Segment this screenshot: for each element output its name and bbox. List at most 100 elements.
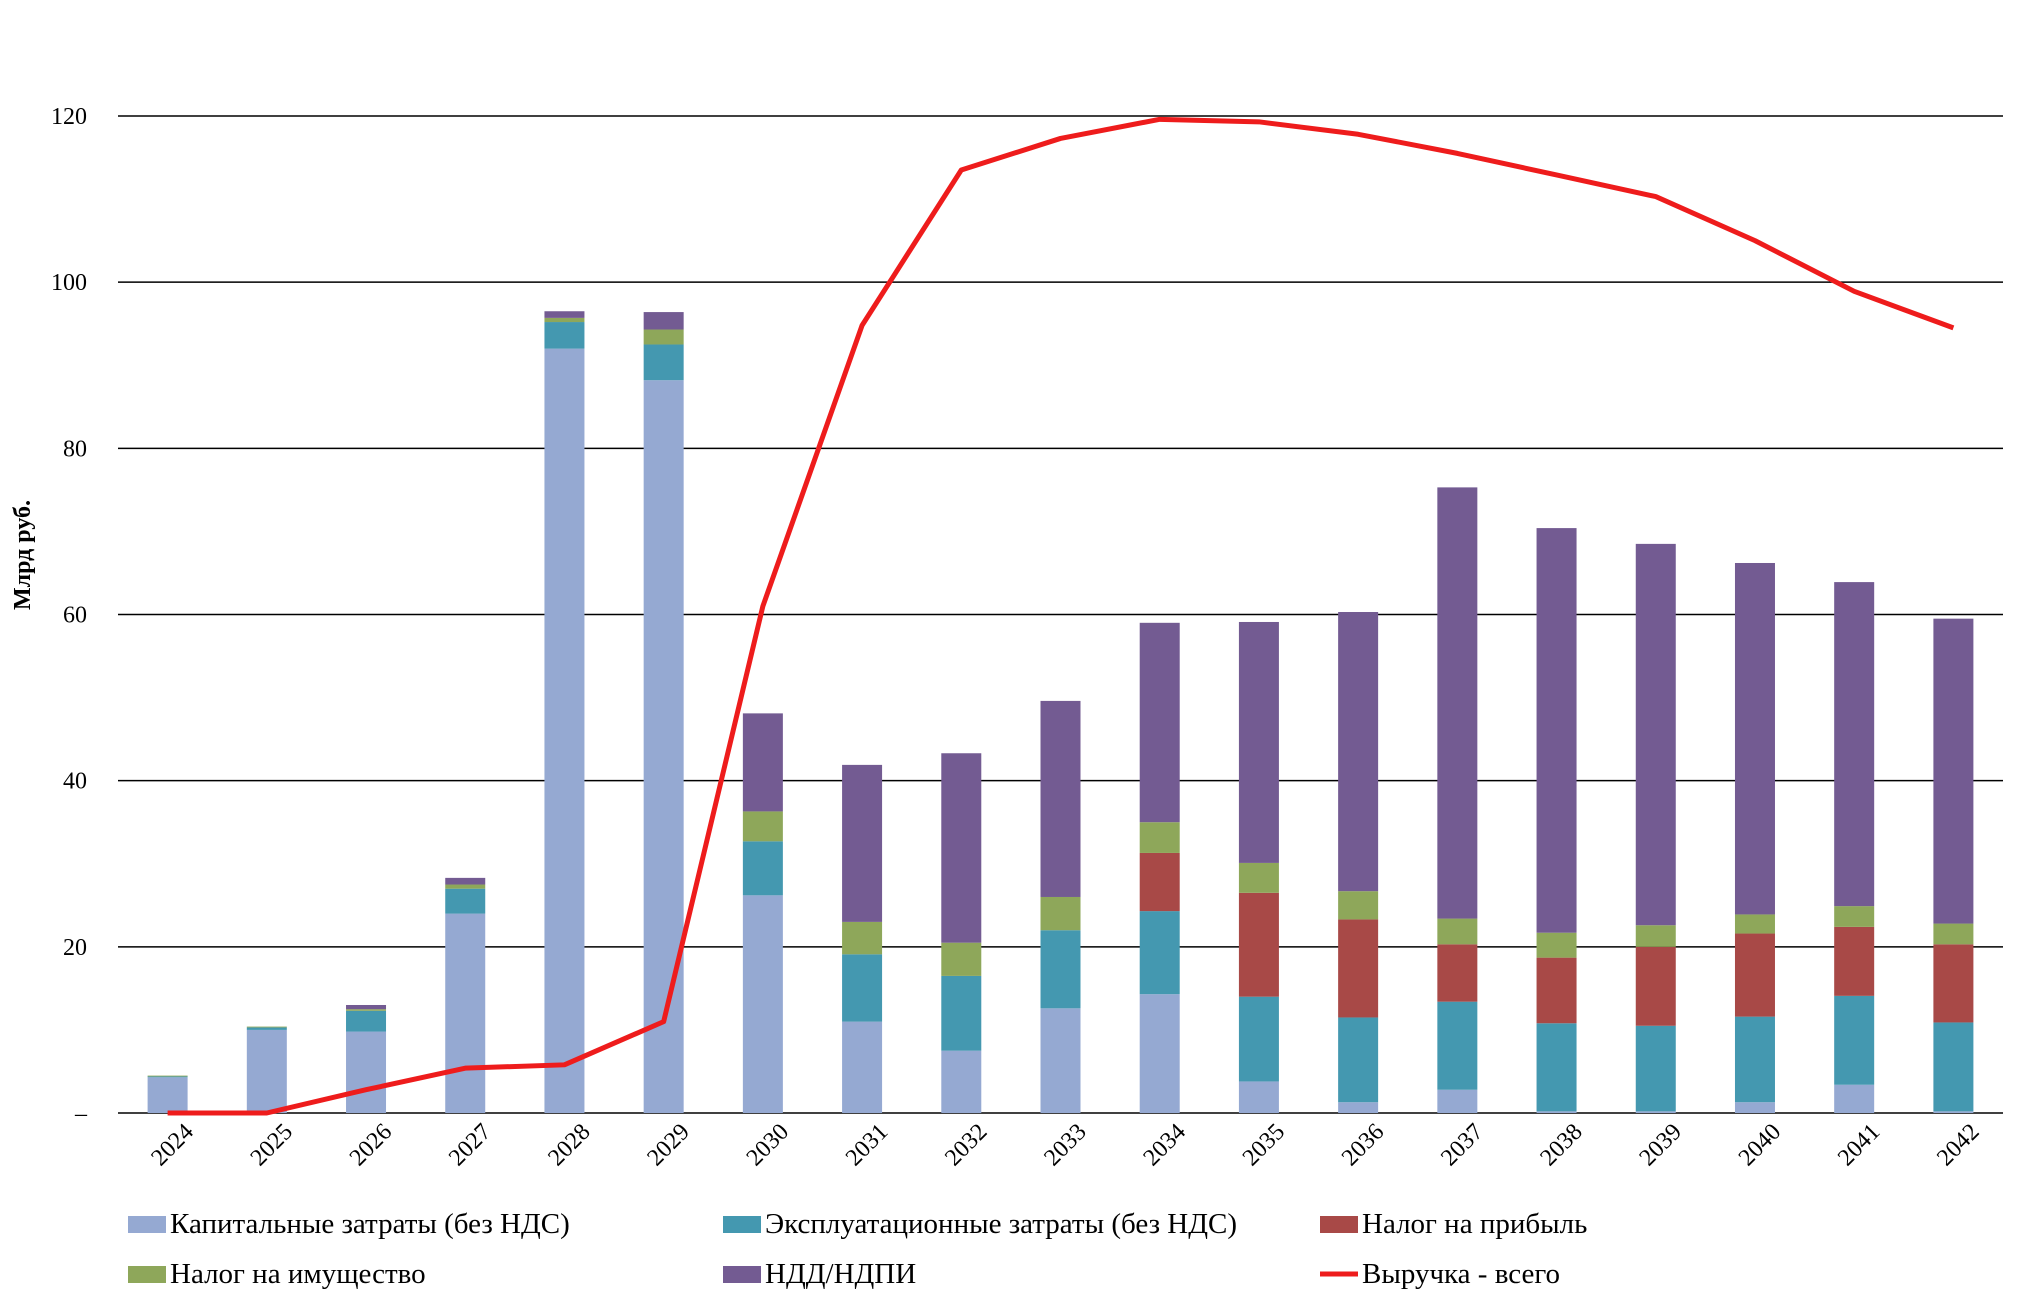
bar-segment (1238, 621, 1279, 863)
bar-segment (842, 954, 883, 1022)
legend-label: Выручка - всего (1362, 1258, 1560, 1290)
bar-segment (1635, 1111, 1676, 1113)
bar-segment (1437, 487, 1478, 919)
bar-segment (842, 921, 883, 955)
bar-segment (1437, 918, 1478, 945)
bar-segment (445, 877, 486, 885)
bar-segment (1338, 612, 1379, 892)
bar-segment (742, 895, 783, 1113)
x-tick-label: 2027 (444, 1119, 496, 1171)
y-tick-label: – (74, 1101, 88, 1127)
legend-swatch (128, 1216, 166, 1233)
y-tick-label: 120 (51, 104, 87, 130)
bar-segment (346, 1031, 387, 1113)
bar-segment (1139, 822, 1180, 853)
bar-segment (1933, 618, 1974, 924)
bar-segment (1536, 1023, 1577, 1112)
legend-swatch (1320, 1216, 1358, 1233)
x-tick-label: 2034 (1139, 1119, 1191, 1171)
x-tick-label: 2038 (1535, 1119, 1587, 1171)
bar-segment (544, 317, 585, 323)
bar-segment (1338, 919, 1379, 1018)
bar-segment (1139, 622, 1180, 823)
bar-segment (246, 1029, 287, 1113)
bar-segment (1834, 906, 1875, 927)
bar-segment (1238, 996, 1279, 1082)
x-tick-label: 2035 (1238, 1119, 1290, 1171)
bar-segment (1139, 994, 1180, 1113)
y-tick-label: 100 (51, 270, 87, 296)
y-axis-label: Млрд руб. (10, 500, 36, 610)
bar-segment (1834, 1084, 1875, 1113)
bar-segment (1238, 892, 1279, 997)
bar-segment (941, 1050, 982, 1113)
x-tick-label: 2039 (1635, 1119, 1687, 1171)
legend-swatch (723, 1216, 761, 1233)
x-tick-label: 2026 (345, 1119, 397, 1171)
bar-segment (1040, 930, 1081, 1009)
y-tick-label: 40 (63, 769, 87, 795)
x-tick-label: 2042 (1932, 1119, 1984, 1171)
x-tick-label: 2025 (246, 1119, 298, 1171)
x-tick-label: 2032 (940, 1119, 992, 1171)
x-tick-label: 2030 (742, 1119, 794, 1171)
legend-label: Налог на имущество (170, 1258, 426, 1290)
bar-segment (1238, 862, 1279, 893)
bar-segment (1139, 911, 1180, 995)
bar-segment (643, 312, 684, 330)
bar-segment (1635, 1025, 1676, 1112)
bar-segment (1635, 925, 1676, 947)
legend-label: НДД/НДПИ (765, 1258, 916, 1290)
revenue-line-path (167, 116, 1955, 1116)
x-tick-label: 2041 (1833, 1119, 1885, 1171)
bar-segment (1040, 700, 1081, 897)
revenue-line (167, 116, 1955, 1116)
bar-segment (1933, 944, 1974, 1023)
x-tick-label: 2036 (1337, 1119, 1389, 1171)
bar-segment (544, 311, 585, 318)
x-tick-label: 2024 (146, 1119, 198, 1171)
stacked-bars (147, 311, 1974, 1114)
bar-segment (1734, 914, 1775, 934)
bar-segment (1933, 923, 1974, 945)
bar-segment (742, 841, 783, 896)
legend-label: Эксплуатационные затраты (без НДС) (765, 1208, 1237, 1240)
x-tick-label: 2033 (1039, 1119, 1091, 1171)
bar-segment (445, 884, 486, 889)
bar-segment (1635, 543, 1676, 926)
bar-segment (346, 1004, 387, 1010)
x-tick-label: 2037 (1436, 1119, 1488, 1171)
bar-segment (1834, 995, 1875, 1085)
x-tick-label: 2028 (543, 1119, 595, 1171)
bar-segment (1734, 562, 1775, 915)
x-tick-label: 2031 (841, 1119, 893, 1171)
bar-segment (1139, 852, 1180, 912)
bar-segment (445, 913, 486, 1113)
bar-segment (445, 888, 486, 914)
bar-segment (147, 1076, 188, 1078)
legend-label: Капитальные затраты (без НДС) (170, 1208, 570, 1240)
bar-segment (147, 1075, 188, 1077)
bar-segment (1040, 1008, 1081, 1113)
bar-segment (1734, 1016, 1775, 1103)
bar-segment (742, 713, 783, 812)
bar-segment (842, 1021, 883, 1113)
bar-segment (1933, 1111, 1974, 1113)
bar-segment (1238, 1081, 1279, 1113)
bar-segment (147, 1077, 188, 1113)
bar-segment (1437, 1089, 1478, 1113)
y-tick-label: 60 (63, 603, 87, 629)
x-tick-label: 2029 (643, 1119, 695, 1171)
bar-segment (1040, 896, 1081, 931)
bar-segment (941, 975, 982, 1051)
bar-segment (742, 811, 783, 842)
bar-segment (544, 322, 585, 349)
bar-segment (544, 348, 585, 1114)
bar-segment (246, 1027, 287, 1030)
y-tick-label: 80 (63, 436, 87, 462)
bar-segment (346, 1010, 387, 1032)
x-axis-ticks: 2024 2025 2026 2027 2028 2029 2030 2031 2032 2033… (146, 1119, 1984, 1171)
bar-segment (1834, 926, 1875, 996)
bar-segment (246, 1026, 287, 1028)
